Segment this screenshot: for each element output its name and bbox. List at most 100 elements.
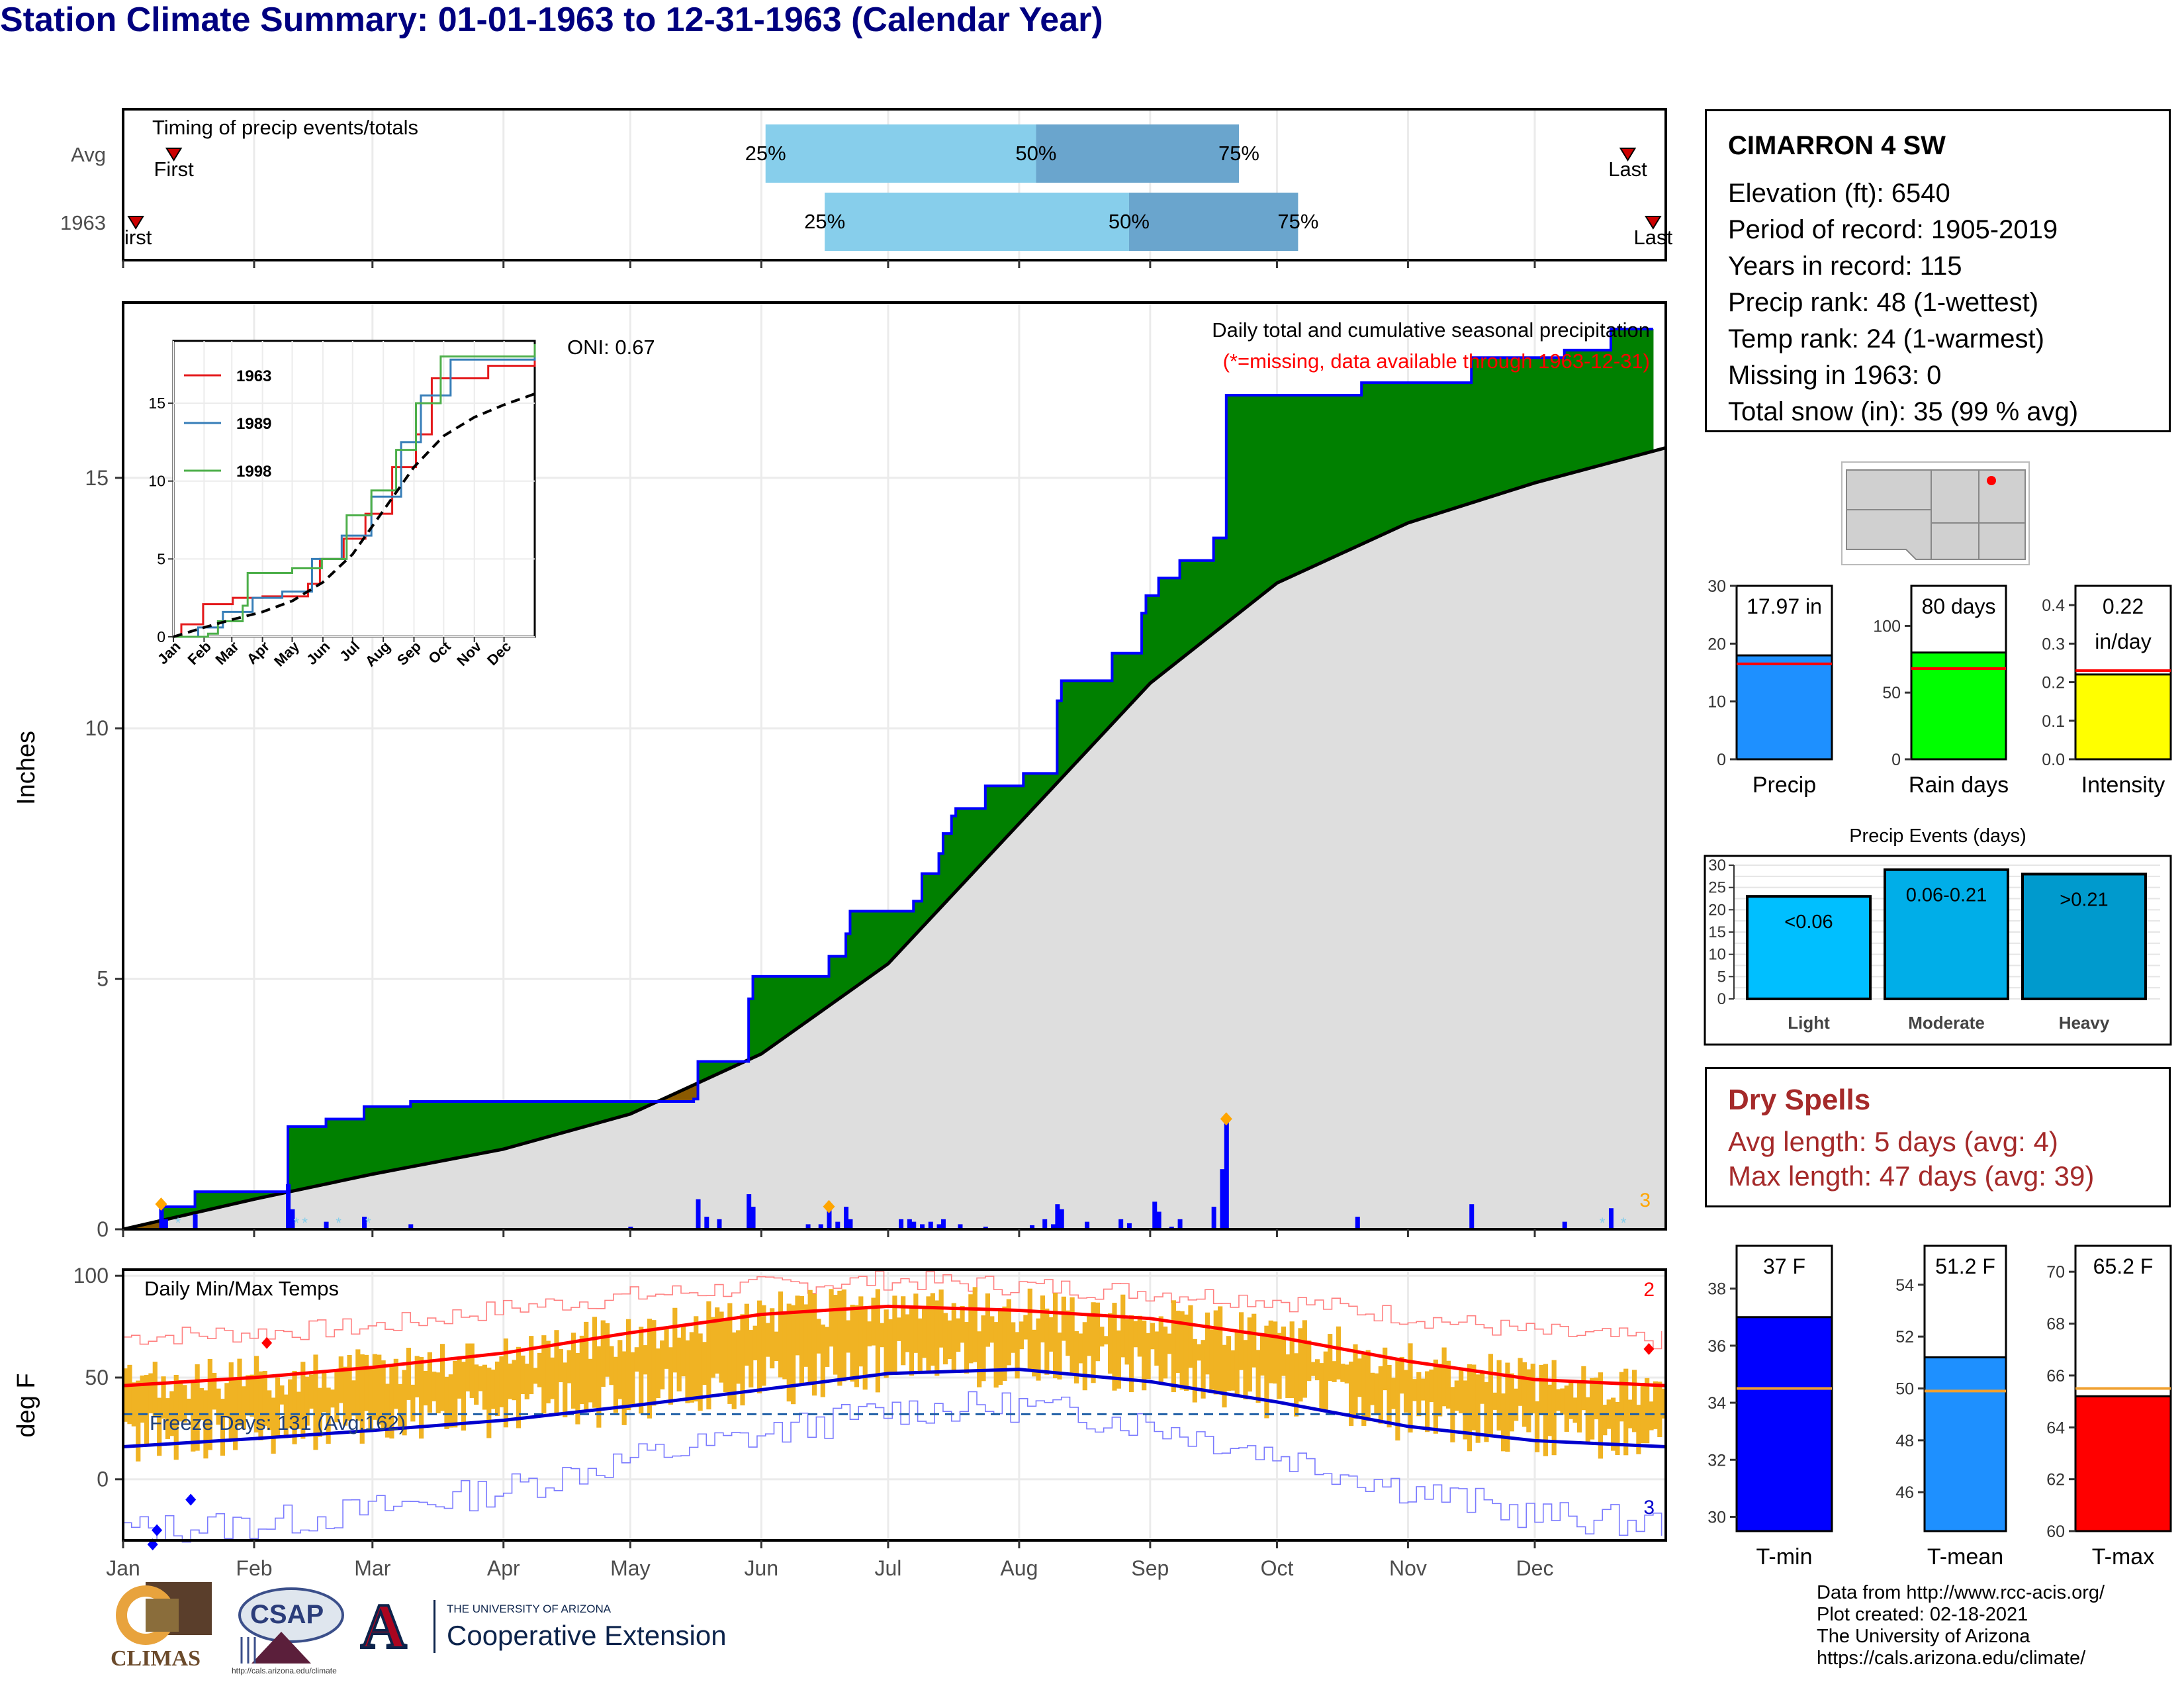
daily-temp-range-bar xyxy=(694,1316,699,1402)
daily-temp-range-bar xyxy=(1188,1305,1193,1368)
cumulative-departure-fill xyxy=(1179,560,1185,659)
cumulative-departure-fill xyxy=(1454,383,1459,508)
inset-legend-label: 1998 xyxy=(236,463,271,481)
daily-temp-range-bar xyxy=(993,1322,999,1388)
tmin-panel-ytick-label: 34 xyxy=(1707,1394,1726,1413)
events-bar-moderate xyxy=(1884,868,2009,1000)
daily-temp-range-bar xyxy=(1336,1326,1342,1380)
timing-title: Timing of precip events/totals xyxy=(152,116,418,139)
daily-temp-range-bar xyxy=(1585,1397,1590,1444)
daily-temp-range-bar xyxy=(304,1376,310,1426)
daily-temp-range-bar xyxy=(1631,1370,1637,1432)
daily-temp-range-bar xyxy=(774,1331,779,1362)
cumulative-departure-fill xyxy=(448,1102,453,1160)
daily-temp-range-bar xyxy=(212,1373,217,1410)
daily-temp-range-bar xyxy=(478,1366,483,1391)
daily-temp-range-bar xyxy=(410,1384,416,1422)
month-tick-label: Nov xyxy=(1389,1556,1427,1580)
cumulative-departure-fill xyxy=(1230,395,1236,618)
cumulative-departure-fill xyxy=(351,1119,356,1178)
cumulative-departure-fill xyxy=(444,1102,449,1160)
daily-temp-range-bar xyxy=(634,1347,639,1372)
station-precip-rank: Precip rank: 48 (1-wettest) xyxy=(1728,288,2039,317)
cumulative-departure-fill xyxy=(723,1061,728,1071)
daily-precip-bar xyxy=(844,1206,849,1229)
daily-temp-range-bar xyxy=(985,1293,990,1347)
daily-temp-range-bar xyxy=(173,1374,179,1460)
cumulative-departure-fill xyxy=(212,1192,217,1209)
daily-temp-range-bar xyxy=(1572,1397,1578,1423)
daily-temp-range-bar xyxy=(136,1380,141,1462)
cumulative-departure-fill xyxy=(186,1206,191,1215)
ua-letter-icon: A xyxy=(359,1589,408,1663)
cumulative-departure-fill xyxy=(731,1061,737,1067)
daily-temp-range-bar xyxy=(1645,1378,1650,1444)
cumulative-departure-fill xyxy=(1243,395,1248,608)
daily-temp-range-bar xyxy=(778,1291,784,1378)
cumulative-departure-fill xyxy=(152,1222,158,1229)
cumulative-departure-fill xyxy=(406,1106,411,1168)
new-mexico-shape xyxy=(1846,469,2026,560)
cumulative-departure-fill xyxy=(1112,653,1117,722)
daily-temp-range-bar xyxy=(1011,1322,1016,1353)
cumulative-departure-fill xyxy=(313,1126,318,1186)
cumulative-departure-fill xyxy=(1615,329,1620,461)
cumulative-departure-fill xyxy=(1576,350,1582,471)
daily-temp-range-bar xyxy=(660,1340,665,1389)
cumulative-departure-fill xyxy=(1226,395,1231,622)
daily-temp-range-bar xyxy=(584,1321,589,1413)
cumulative-departure-fill xyxy=(1429,383,1434,516)
daily-temp-range-bar xyxy=(744,1303,749,1366)
daily-temp-range-bar xyxy=(676,1337,682,1391)
snow-marker: * xyxy=(365,1215,371,1231)
daily-temp-range-bar xyxy=(131,1382,136,1427)
daily-temp-range-bar xyxy=(457,1357,462,1399)
daily-precip-bar xyxy=(928,1221,933,1229)
cumulative-departure-fill xyxy=(1167,578,1172,669)
cumulative-departure-fill xyxy=(1137,653,1142,695)
cumulative-departure-fill xyxy=(625,1102,631,1115)
cumulative-departure-fill xyxy=(343,1119,348,1180)
timing-1963-last-marker xyxy=(1645,216,1662,230)
daily-temp-range-bar xyxy=(241,1386,247,1430)
daily-temp-range-bar xyxy=(1306,1340,1312,1382)
cumulative-departure-fill xyxy=(216,1192,221,1208)
rain-days-panel: 0 50 100 80 days Rain days xyxy=(1873,585,2009,798)
daily-temp-range-bar xyxy=(157,1397,162,1456)
tmean-panel-ytick-label: 52 xyxy=(1895,1328,1914,1346)
daily-temp-range-bar xyxy=(1040,1295,1046,1342)
daily-temp-range-bar xyxy=(1509,1373,1514,1432)
daily-temp-range-bar xyxy=(829,1289,834,1347)
cumulative-departure-fill xyxy=(727,1061,733,1069)
cumulative-departure-fill xyxy=(1606,350,1612,463)
cumulative-departure-fill xyxy=(1116,653,1121,718)
rain-days-panel-ytick-label: 0 xyxy=(1891,751,1901,769)
daily-temp-range-bar xyxy=(972,1287,978,1362)
daily-temp-range-bar xyxy=(207,1358,212,1450)
daily-temp-range-bar xyxy=(807,1289,813,1385)
daily-temp-range-bar xyxy=(765,1323,770,1357)
timing-frame xyxy=(122,108,1667,261)
cumulative-departure-fill xyxy=(774,976,779,1044)
intensity-panel-ytick-label: 0.2 xyxy=(2042,674,2065,692)
cumulative-departure-fill xyxy=(672,1094,678,1102)
cumulative-departure-fill xyxy=(1099,680,1105,735)
cumulative-departure-fill xyxy=(1289,395,1295,577)
daily-temp-range-bar xyxy=(1171,1300,1176,1393)
daily-temp-range-bar xyxy=(545,1340,551,1403)
cumulative-departure-fill xyxy=(816,976,821,1013)
credit-data-source: Data from http://www.rcc-acis.org/ xyxy=(1817,1582,2105,1603)
daily-temp-range-bar xyxy=(182,1385,187,1423)
daily-precip-bar xyxy=(1059,1209,1064,1229)
daily-temp-range-bar xyxy=(1484,1382,1489,1442)
credits: Data from http://www.rcc-acis.org/ Plot … xyxy=(1817,1582,2105,1669)
snow-marker: * xyxy=(1621,1215,1627,1231)
cumulative-departure-fill xyxy=(981,808,986,863)
daily-temp-range-bar xyxy=(1087,1316,1092,1356)
daily-temp-range-bar xyxy=(719,1311,724,1383)
cumulative-departure-fill xyxy=(1285,395,1291,579)
tmean-panel-value-label: 51.2 F xyxy=(1935,1254,1995,1278)
daily-temp-range-bar xyxy=(930,1293,935,1366)
cumulative-departure-fill xyxy=(435,1102,441,1162)
